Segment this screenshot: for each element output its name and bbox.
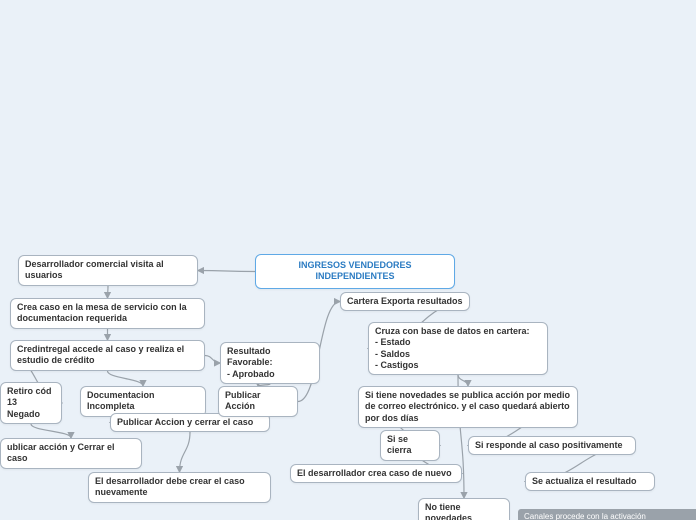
footer-label: Canales procede con la activación [524, 512, 646, 520]
node-label: Cartera Exporta resultados [347, 296, 463, 306]
node-label: Resultado Favorable: - Aprobado [227, 346, 275, 379]
node-cruza-bd: Cruza con base de datos en cartera: - Es… [368, 322, 548, 375]
node-label: Si responde al caso positivamente [475, 440, 623, 450]
node-label: Crea caso en la mesa de servicio con la … [17, 302, 187, 323]
node-novedades: Si tiene novedades se publica acción por… [358, 386, 578, 428]
node-label: Desarrollador comercial visita al usuari… [25, 259, 164, 280]
node-responde-pos: Si responde al caso positivamente [468, 436, 636, 455]
node-no-novedades: No tiene novedades [418, 498, 510, 520]
node-crea-nuevo2: El desarrollador crea caso de nuevo [290, 464, 462, 483]
node-publicar-accion: Publicar Acción [218, 386, 298, 417]
node-label: No tiene novedades [425, 502, 472, 520]
node-crear-nuevo: El desarrollador debe crear el caso nuev… [88, 472, 271, 503]
node-label: Publicar Accion y cerrar el caso [117, 417, 253, 427]
node-publicar-cerrar2: ublicar acción y Cerrar el caso [0, 438, 142, 469]
node-retiro: Retiro cód 13 Negado [0, 382, 62, 424]
node-label: ublicar acción y Cerrar el caso [7, 442, 115, 463]
node-doc-incompleta: Documentacion Incompleta [80, 386, 206, 417]
node-visita: Desarrollador comercial visita al usuari… [18, 255, 198, 286]
node-cartera-exporta: Cartera Exporta resultados [340, 292, 470, 311]
node-label: Publicar Acción [225, 390, 261, 411]
node-label: Retiro cód 13 Negado [7, 386, 52, 419]
node-favorable: Resultado Favorable: - Aprobado [220, 342, 320, 384]
root-label: INGRESOS VENDEDORES INDEPENDIENTES [298, 260, 411, 281]
node-label: Si se cierra [387, 434, 412, 455]
node-label: El desarrollador debe crear el caso nuev… [95, 476, 245, 497]
node-label: El desarrollador crea caso de nuevo [297, 468, 452, 478]
node-label: Credintregal accede al caso y realiza el… [17, 344, 184, 365]
node-credintregal: Credintregal accede al caso y realiza el… [10, 340, 205, 371]
node-label: Si tiene novedades se publica acción por… [365, 390, 570, 423]
node-label: Se actualiza el resultado [532, 476, 637, 486]
footer-pill: Canales procede con la activación [518, 509, 696, 520]
node-cierra: Si se cierra [380, 430, 440, 461]
node-crea-caso: Crea caso en la mesa de servicio con la … [10, 298, 205, 329]
node-label: Documentacion Incompleta [87, 390, 155, 411]
node-label: Cruza con base de datos en cartera: - Es… [375, 326, 530, 370]
node-actualiza: Se actualiza el resultado [525, 472, 655, 491]
root-node: INGRESOS VENDEDORES INDEPENDIENTES [255, 254, 455, 289]
